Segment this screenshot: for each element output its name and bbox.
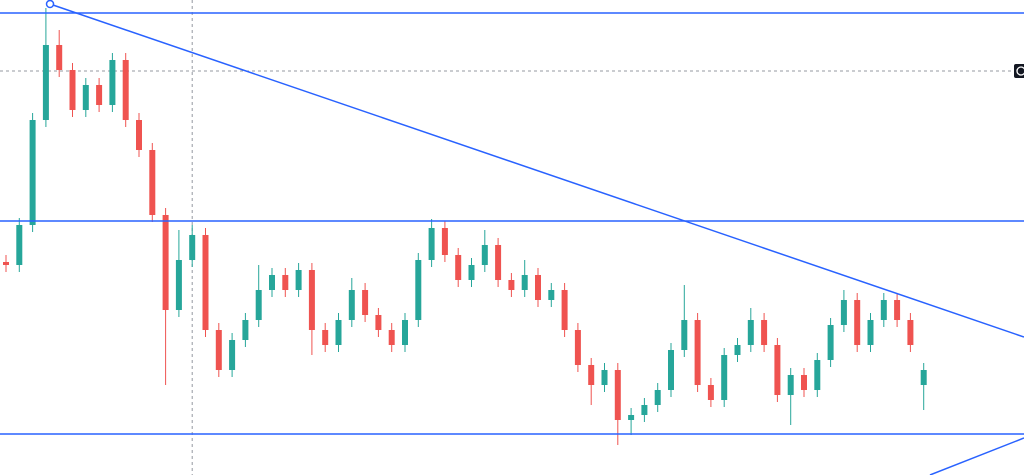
candle-body: [508, 280, 515, 290]
candle-body: [588, 365, 595, 385]
candle-body: [29, 120, 36, 225]
candle-body: [255, 290, 262, 320]
candle-body: [867, 320, 874, 345]
candle-body: [707, 385, 714, 400]
candle-body: [242, 320, 249, 340]
candle-body: [428, 228, 435, 260]
candle-body: [415, 260, 422, 320]
candle-body: [42, 45, 49, 120]
candle-body: [96, 85, 103, 105]
candle-body: [69, 70, 76, 110]
candle-body: [734, 345, 741, 355]
candle-body: [561, 290, 568, 330]
candle-body: [162, 215, 169, 310]
candle-body: [348, 290, 355, 320]
candle-body: [136, 120, 142, 150]
candle-body: [654, 390, 661, 405]
trend-line: [929, 437, 1024, 475]
candle-body: [481, 245, 488, 265]
candle-body: [229, 340, 236, 370]
candle-body: [215, 330, 222, 370]
candle-body: [721, 355, 728, 400]
candle-body: [601, 370, 608, 385]
candle-body: [375, 315, 382, 330]
candle-body: [455, 255, 462, 280]
candle-body: [269, 275, 275, 290]
candle-body: [202, 235, 209, 330]
candle-body: [548, 290, 555, 300]
candle-body: [894, 300, 901, 320]
candle-body: [761, 320, 768, 345]
candle-body: [614, 370, 621, 420]
candle-body: [907, 320, 914, 345]
candle-body: [362, 290, 369, 315]
candle-body: [82, 85, 89, 110]
trend-line: [49, 3, 1024, 338]
crosshair-icon-ring: [1016, 66, 1024, 76]
candle-body: [295, 270, 302, 290]
candle-body: [402, 320, 408, 345]
candle-body: [574, 330, 581, 365]
candle-body: [521, 275, 528, 290]
candle-body: [840, 300, 847, 325]
crosshair-icon: [1014, 64, 1024, 78]
candle-body: [747, 320, 754, 345]
candle-body: [122, 60, 129, 120]
candle-body: [787, 375, 794, 395]
candle-body: [282, 275, 289, 290]
candle-body: [109, 60, 116, 105]
candle-body: [308, 270, 315, 330]
candle-body: [920, 370, 927, 385]
candle-body: [322, 330, 329, 345]
trend-anchor: [45, 0, 55, 9]
candle-body: [149, 150, 156, 215]
candle-body: [668, 350, 674, 390]
candle-body: [628, 415, 635, 420]
candle-body: [388, 330, 395, 345]
candle-body: [3, 262, 9, 265]
candle-body: [827, 325, 834, 360]
candle-body: [175, 260, 182, 310]
candle-body: [189, 235, 196, 260]
candle-body: [814, 360, 821, 390]
candle-body: [16, 225, 23, 265]
candle-body: [774, 345, 781, 395]
candle-body: [694, 320, 701, 385]
candle-body: [535, 275, 541, 300]
candle-body: [854, 300, 861, 345]
candle-body: [681, 320, 688, 350]
candle-body: [495, 245, 502, 280]
candle-body: [56, 45, 63, 70]
candle-body: [641, 405, 648, 415]
candle-body: [880, 300, 887, 320]
candle-body: [335, 320, 342, 345]
candle-body: [441, 228, 448, 255]
candle-body: [801, 375, 807, 390]
candle-body: [468, 265, 475, 280]
